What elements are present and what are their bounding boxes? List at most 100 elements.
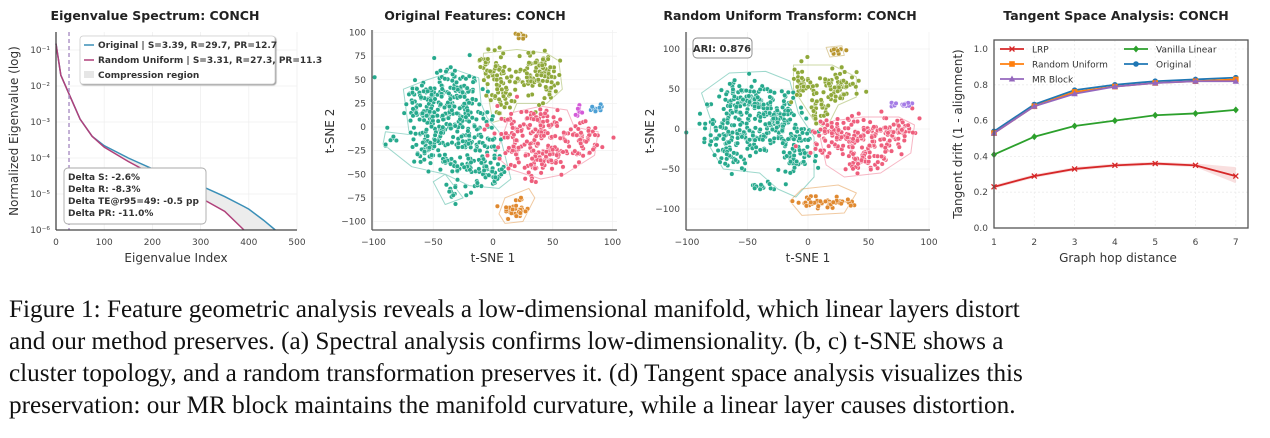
tick-label: 10⁻¹ <box>30 46 50 56</box>
tick-label: 200 <box>144 238 161 248</box>
panel-random-uniform-tsne: Random Uniform Transform: CONCH 100 50 0 −5… <box>643 8 938 265</box>
tick-label: 400 <box>240 238 257 248</box>
y-axis-label: Normalized Eigenvalue (log) <box>7 46 21 216</box>
tick-label: 100 <box>349 29 366 39</box>
cluster-contour <box>701 70 815 198</box>
x-tick-labels: 1 2 3 4 5 6 7 <box>991 238 1239 248</box>
legend-label: Vanilla Linear <box>1156 46 1217 56</box>
legend-label: Random Uniform <box>1032 61 1108 71</box>
caption-line: Figure 1: Feature geometric analysis rev… <box>9 296 1020 323</box>
tick-label: −50 <box>424 238 443 248</box>
tick-label: 0 <box>360 123 366 133</box>
y-tick-labels: 10⁻¹ 10⁻² 10⁻³ 10⁻⁴ 10⁻⁵ 10⁻⁶ <box>30 46 50 236</box>
y-tick-labels: 100 75 50 25 0 −25 −50 −75 −100 <box>341 29 366 228</box>
tick-label: 100 <box>920 238 937 248</box>
legend-swatch-compression <box>84 71 94 78</box>
tick-label: 500 <box>288 238 305 248</box>
tick-label: 0.2 <box>974 188 988 198</box>
panel-c-title: Random Uniform Transform: CONCH <box>663 8 916 23</box>
stat-delta-te: Delta TE@r95=49: -0.5 pp <box>68 197 199 207</box>
drift-lines <box>990 74 1239 190</box>
caption-line: preservation: our MR block maintains the… <box>9 392 1016 419</box>
tick-label: 7 <box>1233 238 1239 248</box>
tick-label: −50 <box>347 170 366 180</box>
tick-label: 2 <box>1031 238 1037 248</box>
tick-label: 25 <box>355 99 366 109</box>
cluster-contour <box>498 187 536 224</box>
tick-label: 0 <box>53 238 59 248</box>
legend-label: LRP <box>1032 46 1049 56</box>
panel-a-title: Eigenvalue Spectrum: CONCH <box>51 8 260 23</box>
tick-label: 1.0 <box>974 45 989 55</box>
y-axis-label: t-SNE 2 <box>323 109 337 154</box>
tick-label: 75 <box>355 52 366 62</box>
tick-label: 50 <box>355 76 367 86</box>
legend-item-lrp: LRP <box>1000 46 1049 56</box>
tick-label: −25 <box>347 147 366 157</box>
tick-label: 50 <box>669 85 681 95</box>
delta-stats-box: Delta S: -2.6% Delta R: -8.3% Delta TE@r… <box>63 167 207 225</box>
x-tick-labels: −100 −50 0 50 100 <box>675 238 938 248</box>
tick-label: 10⁻⁵ <box>30 190 50 200</box>
panel-eigenvalue-spectrum: Eigenvalue Spectrum: CONCH 10⁻¹10⁻²10⁻³1… <box>7 8 322 265</box>
scatter-points <box>372 31 617 224</box>
stat-delta-r: Delta R: -8.3% <box>68 185 141 195</box>
x-axis-label: t-SNE 1 <box>471 251 516 265</box>
series-vanilla-linear <box>991 106 1239 159</box>
series-mr-block <box>990 77 1239 136</box>
ari-badge: ARI: 0.876 <box>692 37 753 59</box>
tick-label: 0.8 <box>974 81 989 91</box>
figure-panels: Eigenvalue Spectrum: CONCH 10⁻¹10⁻²10⁻³1… <box>7 8 1249 265</box>
tick-label: 4 <box>1112 238 1118 248</box>
tick-label: 0 <box>805 238 811 248</box>
tick-label: 10⁻⁶ <box>30 226 50 236</box>
stat-delta-pr: Delta PR: -11.0% <box>68 209 153 219</box>
x-axis-label: Graph hop distance <box>1059 251 1177 265</box>
legend-label: Original <box>1156 61 1191 71</box>
tick-label: 100 <box>96 238 113 248</box>
tick-label: −50 <box>738 238 757 248</box>
y-tick-labels: 1.0 0.8 0.6 0.4 0.2 0.0 <box>974 45 989 234</box>
tick-label: 0.0 <box>974 224 989 234</box>
cluster-contour <box>382 69 512 205</box>
caption-line: cluster topology, and a random transform… <box>9 360 1023 387</box>
tick-label: 0 <box>674 125 680 135</box>
legend-random-uniform: Random Uniform | S=3.31, R=27.3, PR=11.3 <box>98 56 322 66</box>
legend-item-vanilla-linear: Vanilla Linear <box>1124 45 1217 56</box>
series-lrp <box>991 160 1239 190</box>
tick-label: 0.4 <box>974 152 989 162</box>
tick-label: 6 <box>1193 238 1199 248</box>
x-axis-label: Eigenvalue Index <box>124 251 227 265</box>
tick-label: 3 <box>1072 238 1078 248</box>
legend: Original | S=3.39, R=29.7, PR=12.7 Rando… <box>79 35 322 85</box>
tick-label: 50 <box>863 238 875 248</box>
tick-label: −100 <box>361 238 386 248</box>
tick-label: 5 <box>1152 238 1158 248</box>
legend: LRP Vanilla Linear Random Uniform Original M… <box>1000 45 1217 86</box>
ari-value: ARI: 0.876 <box>693 44 751 55</box>
y-axis-label: t-SNE 2 <box>643 109 657 154</box>
panel-original-tsne: Original Features: CONCH 100 75 50 25 0 −25 −5… <box>323 8 621 265</box>
plot-frame <box>993 39 1249 229</box>
panel-b-title: Original Features: CONCH <box>384 8 565 23</box>
tick-label: 0.6 <box>974 117 989 127</box>
legend-label: MR Block <box>1032 76 1074 86</box>
scatter-points <box>683 45 923 216</box>
tick-label: 10⁻³ <box>30 118 50 128</box>
tick-label: −50 <box>661 165 680 175</box>
tick-label: 100 <box>604 238 621 248</box>
legend-item-mr-block: MR Block <box>1000 75 1074 86</box>
tick-label: 1 <box>991 238 997 248</box>
panel-tangent-space: Tangent Space Analysis: CONCH 1.0 0.8 0.6 0… <box>951 8 1249 265</box>
x-tick-labels: −100 −50 0 50 100 <box>361 238 621 248</box>
tick-label: 100 <box>663 45 680 55</box>
tick-label: −100 <box>675 238 700 248</box>
tick-label: 300 <box>192 238 209 248</box>
figure-caption: Figure 1: Feature geometric analysis rev… <box>9 294 1264 422</box>
tick-label: 0 <box>490 238 496 248</box>
caption-line: and our method preserves. (a) Spectral a… <box>9 328 1004 355</box>
tick-label: −100 <box>341 218 366 228</box>
legend-item-random-uniform: Random Uniform <box>1000 61 1108 71</box>
tick-label: −100 <box>655 205 680 215</box>
legend-original: Original | S=3.39, R=29.7, PR=12.7 <box>98 41 277 51</box>
